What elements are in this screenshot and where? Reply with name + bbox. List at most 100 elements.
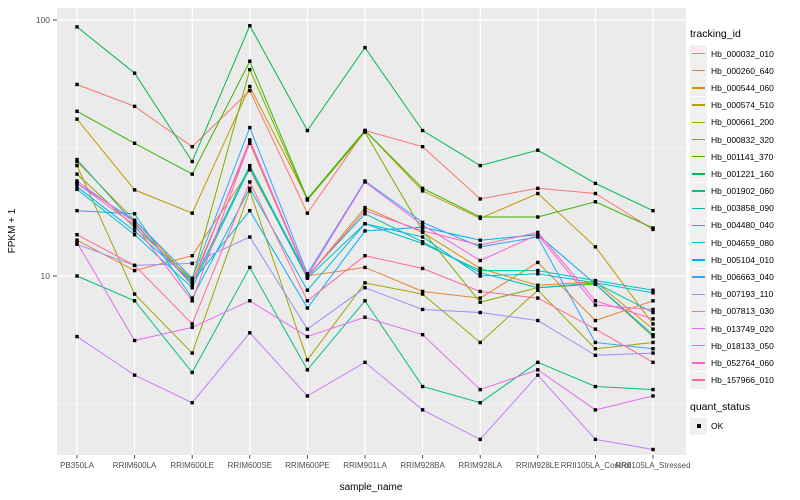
x-tick-label: RRIM901LA [343, 461, 387, 470]
data-point [305, 288, 310, 292]
data-point [651, 288, 655, 292]
data-point [651, 327, 655, 331]
data-point [363, 212, 367, 216]
data-point [420, 332, 425, 337]
ok-square-point-icon [690, 417, 707, 435]
data-point [132, 373, 137, 377]
legend-entry-Hb_005104_010: Hb_005104_010 [690, 251, 798, 269]
data-point [478, 274, 482, 278]
x-tick-label: RRIM600LE [170, 461, 214, 470]
data-point [593, 408, 598, 412]
data-point [305, 299, 310, 303]
data-point [363, 281, 367, 285]
data-point [75, 163, 79, 168]
legend-color-line [692, 241, 705, 244]
data-point [593, 299, 598, 303]
data-point [305, 368, 310, 372]
legend-entry-Hb_006663_040: Hb_006663_040 [690, 268, 798, 286]
data-point [651, 310, 655, 315]
data-point [132, 268, 137, 273]
legend-entry-label: Hb_000032_010 [711, 48, 774, 59]
data-point [478, 300, 482, 304]
legend-line-key-icon [690, 62, 707, 80]
data-point [75, 185, 79, 189]
legend-color-line [692, 70, 705, 72]
legend-entry-label: Hb_000832_320 [711, 134, 774, 145]
data-point [248, 125, 252, 130]
data-point [651, 334, 655, 339]
legend-entry-label: Hb_007193_110 [711, 289, 774, 300]
data-point [593, 282, 598, 286]
legend-entry-ok: OK [690, 417, 798, 435]
data-point [478, 271, 482, 275]
x-tick-label: RRIM928BA [400, 461, 445, 470]
data-point [593, 327, 598, 331]
data-point [363, 229, 367, 233]
data-point [132, 338, 137, 343]
legend-entry-Hb_000260_640: Hb_000260_640 [690, 62, 798, 80]
legend-entry-Hb_157966_010: Hb_157966_010 [690, 371, 798, 389]
data-point [248, 168, 252, 172]
data-point [651, 226, 655, 230]
legend-entry-label: Hb_004480_040 [711, 220, 774, 231]
data-point [75, 109, 79, 113]
legend-entry-Hb_000832_320: Hb_000832_320 [690, 131, 798, 149]
data-point [536, 373, 540, 377]
quant-status-label: OK [711, 421, 724, 432]
data-point [75, 334, 79, 339]
legend-color-line [692, 327, 705, 330]
data-point [75, 238, 79, 242]
data-point [651, 307, 655, 312]
y-axis-title: FPKM + 1 [7, 208, 18, 253]
x-tick-label: RRII105LA_Stressed [615, 461, 690, 470]
x-tick-label: PB350LA [60, 461, 94, 470]
legend-entry-Hb_003858_090: Hb_003858_090 [690, 199, 798, 217]
legend-entry-Hb_000032_010: Hb_000032_010 [690, 45, 798, 63]
legend-entry-Hb_004480_040: Hb_004480_040 [690, 216, 798, 234]
data-point [478, 258, 482, 263]
data-point [420, 266, 425, 271]
data-point [651, 299, 655, 303]
data-point [536, 186, 540, 191]
legend-color-line [692, 138, 705, 141]
legend-color-line [692, 379, 705, 381]
y-tick-label: 10 [41, 271, 51, 281]
data-point [363, 208, 367, 213]
legend-entry-label: Hb_006663_040 [711, 272, 774, 283]
data-point [248, 265, 252, 270]
legend-line-key-icon [690, 79, 707, 97]
data-point [478, 238, 482, 242]
x-axis-title: sample_name [340, 482, 403, 493]
data-point [593, 340, 598, 345]
data-point [248, 331, 252, 335]
data-point [248, 235, 252, 239]
legend-entry-label: Hb_004659_080 [711, 237, 774, 248]
legend-line-key-icon [690, 302, 707, 320]
legend-entry-label: Hb_005104_010 [711, 254, 774, 265]
legend-line-key-icon [690, 199, 707, 217]
legend-entry-Hb_013749_020: Hb_013749_020 [690, 320, 798, 338]
data-point [420, 229, 425, 233]
data-point [190, 286, 194, 290]
data-point [420, 408, 425, 412]
legend-color-line [692, 310, 705, 313]
series-points-Hb_001902_060 [75, 265, 655, 405]
data-point [132, 141, 137, 145]
legend-line-key-icon [690, 354, 707, 372]
data-point [593, 318, 598, 323]
data-point [651, 340, 655, 345]
data-point [248, 189, 252, 193]
data-point [420, 241, 425, 246]
legend-color-line [692, 173, 705, 175]
legend-entry-Hb_007193_110: Hb_007193_110 [690, 285, 798, 303]
data-point [190, 400, 194, 405]
data-point [478, 296, 482, 300]
data-point [651, 360, 655, 365]
data-point [536, 191, 540, 196]
data-point [248, 299, 252, 303]
data-point [651, 347, 655, 351]
data-point [75, 25, 79, 29]
legend-title-quant-status: quant_status [690, 400, 751, 413]
data-point [305, 327, 310, 331]
data-point [190, 370, 194, 375]
